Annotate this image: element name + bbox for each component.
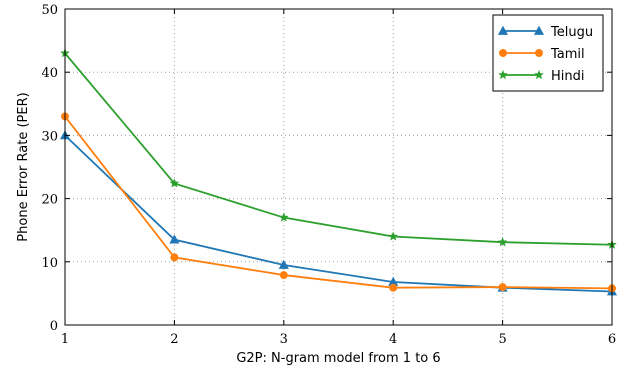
legend-label-hindi: Hindi xyxy=(551,69,585,84)
y-tick-label: 10 xyxy=(41,256,58,271)
data-point-tamil xyxy=(170,253,179,262)
legend-marker-hindi xyxy=(534,69,544,80)
legend-marker-hindi xyxy=(498,69,508,80)
x-tick-label: 1 xyxy=(61,332,69,347)
x-tick-label: 3 xyxy=(280,332,288,347)
axis-ticks: 1 2 3 4 5 6 0 10 20 30 40 50 xyxy=(41,3,616,347)
legend-label-tamil: Tamil xyxy=(550,47,585,62)
y-tick-label: 0 xyxy=(50,319,58,334)
data-point-tamil xyxy=(498,283,507,292)
legend-label-telugu: Telugu xyxy=(550,25,593,40)
legend-marker-telugu xyxy=(533,25,545,35)
data-point-hindi xyxy=(497,237,508,247)
legend-marker-tamil xyxy=(499,49,507,57)
data-point-hindi xyxy=(169,178,180,188)
data-point-telugu xyxy=(278,259,289,269)
y-tick-label: 20 xyxy=(41,193,58,208)
series-line-tamil xyxy=(64,115,613,290)
legend-marker-tamil xyxy=(535,49,543,57)
series-tamil xyxy=(61,112,616,293)
x-tick-label: 5 xyxy=(498,332,506,347)
legend-marker-telugu xyxy=(497,25,509,35)
data-point-hindi xyxy=(388,231,399,241)
data-point-tamil xyxy=(389,283,398,292)
x-axis-label: G2P: N-gram model from 1 to 6 xyxy=(236,351,440,366)
legend: Telugu Tamil Hindi xyxy=(492,14,604,92)
data-point-telugu xyxy=(169,234,180,244)
y-tick-label: 40 xyxy=(41,66,58,81)
plot-area-frame xyxy=(64,8,613,326)
y-tick-label: 30 xyxy=(41,129,58,144)
series-telugu xyxy=(59,130,618,296)
x-tick-label: 4 xyxy=(389,332,397,347)
data-point-tamil xyxy=(279,271,288,280)
x-tick-label: 2 xyxy=(170,332,178,347)
y-tick-label: 50 xyxy=(41,3,58,18)
series-line-telugu xyxy=(64,134,613,293)
data-point-hindi xyxy=(278,212,289,222)
y-axis-label: Phone Error Rate (PER) xyxy=(16,92,31,241)
series-line-hindi xyxy=(64,52,613,246)
x-tick-label: 6 xyxy=(608,332,616,347)
